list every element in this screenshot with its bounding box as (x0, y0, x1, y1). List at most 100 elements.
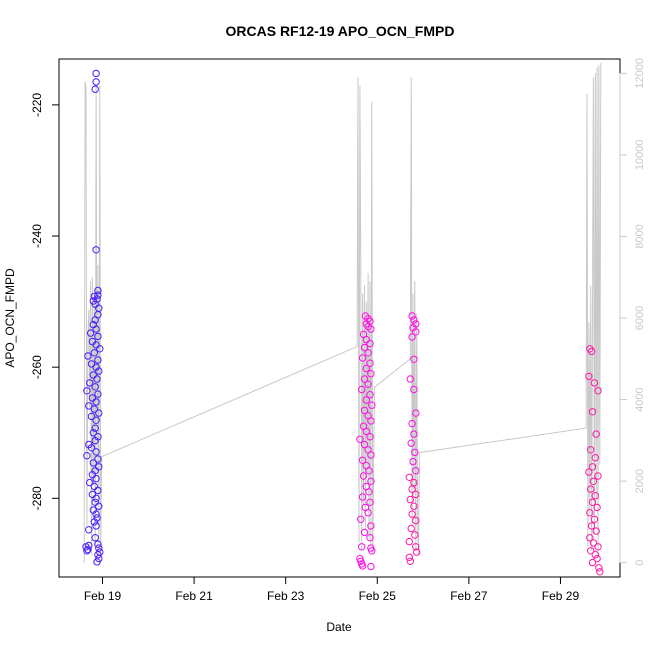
data-point (83, 387, 91, 395)
data-point (88, 471, 97, 479)
data-point (412, 409, 420, 417)
data-point (91, 424, 99, 432)
data-point (89, 459, 98, 467)
data-point (413, 548, 421, 556)
data-point (585, 372, 593, 381)
data-point (94, 486, 102, 495)
data-point (362, 335, 370, 344)
data-point (408, 419, 416, 428)
data-point (367, 477, 375, 485)
data-point (587, 522, 596, 530)
x-tick-label: Feb 21 (175, 589, 213, 603)
data-point (412, 516, 420, 525)
data-point (359, 472, 368, 480)
data-point (367, 370, 375, 378)
data-point (406, 557, 414, 565)
data-point (410, 316, 418, 324)
data-point (362, 427, 370, 436)
x-axis: Feb 19 Feb 21 Feb 23 Feb 25 Feb 27 Feb 29 (84, 576, 580, 603)
data-point (362, 364, 370, 373)
y-tick-label: -220 (30, 93, 44, 117)
data-point (364, 380, 372, 388)
data-point (412, 490, 420, 499)
data-point (588, 408, 597, 416)
x-tick-label: Feb 29 (542, 589, 580, 603)
data-point (410, 385, 418, 394)
x-tick-label: Feb 19 (84, 589, 122, 603)
data-point (367, 325, 375, 333)
y2-tick-label: 4000 (634, 387, 646, 411)
data-point (91, 383, 99, 391)
data-point (587, 547, 595, 555)
data-point (408, 333, 416, 341)
data-point (590, 515, 599, 523)
data-point (91, 316, 99, 324)
data-point (366, 391, 374, 399)
data-point (588, 558, 597, 567)
data-point (586, 509, 594, 517)
data-point (409, 457, 417, 466)
data-point (589, 477, 598, 485)
data-point (360, 343, 369, 352)
data-point (410, 430, 418, 438)
data-point (94, 551, 102, 559)
data-point (92, 416, 100, 424)
data-point (93, 558, 101, 566)
data-point (92, 494, 100, 502)
data-point (94, 291, 102, 299)
data-point (358, 543, 366, 551)
data-point (406, 375, 414, 383)
y-axis: -220 -240 -260 -280 (30, 93, 60, 510)
data-point (94, 332, 102, 341)
data-point (94, 540, 102, 548)
data-point (594, 387, 602, 395)
data-point (87, 444, 96, 452)
data-point (91, 436, 99, 445)
data-point (593, 503, 601, 512)
data-point (405, 553, 413, 561)
data-point (410, 502, 418, 510)
data-point (92, 474, 100, 483)
data-point (408, 312, 416, 320)
data-point (412, 543, 420, 551)
data-point (365, 488, 373, 496)
x-tick-label: Feb 25 (359, 589, 397, 603)
data-point (86, 379, 94, 387)
x-tick-label: Feb 23 (267, 589, 305, 603)
data-point (412, 328, 420, 336)
data-point (588, 498, 597, 506)
data-point (95, 367, 103, 375)
data-point (590, 379, 599, 387)
data-point (360, 375, 369, 383)
data-point (591, 454, 599, 462)
data-point (92, 246, 100, 254)
data-point (95, 502, 103, 510)
data-point (366, 534, 374, 542)
y2-tick-label: 10000 (634, 140, 646, 171)
data-point (408, 510, 416, 518)
data-point (364, 509, 372, 517)
chart-title: ORCAS RF12-19 APO_OCN_FMPD (226, 23, 455, 39)
data-point (358, 385, 366, 394)
data-point (93, 375, 101, 383)
data-point (94, 356, 102, 364)
data-point (358, 493, 367, 501)
data-point (362, 396, 370, 404)
data-point (86, 478, 94, 487)
y2-tick-label: 12000 (634, 58, 646, 89)
data-point (364, 349, 372, 357)
data-point (92, 398, 100, 406)
y-tick-label: -240 (30, 224, 44, 248)
data-point (594, 472, 602, 480)
data-point (89, 371, 98, 379)
x-axis-label: Date (326, 620, 352, 634)
data-point (96, 345, 104, 353)
data-point (94, 286, 102, 295)
data-point (90, 292, 99, 301)
data-point (407, 524, 415, 533)
data-point (86, 329, 95, 337)
data-point (412, 467, 420, 475)
data-point (84, 545, 92, 554)
y2-tick-label: 2000 (634, 469, 646, 493)
